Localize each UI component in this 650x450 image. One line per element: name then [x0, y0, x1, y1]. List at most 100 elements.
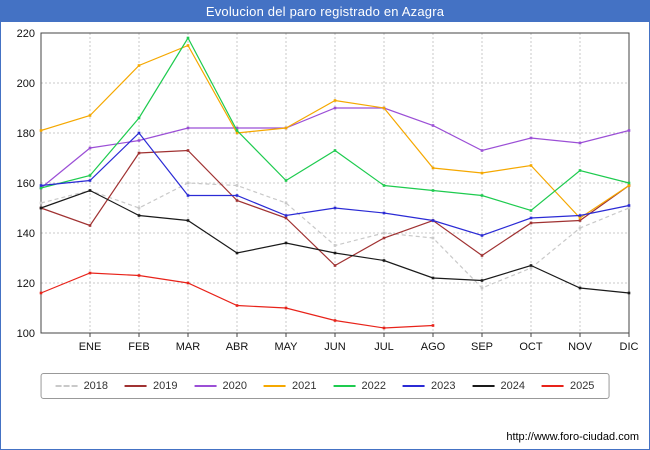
series-point: [39, 184, 43, 187]
legend-item-2022: 2022: [333, 380, 386, 392]
series-2022: [39, 36, 631, 212]
series-point: [88, 179, 92, 182]
series-2024: [39, 189, 631, 295]
x-tick-label: MAY: [274, 341, 298, 353]
legend-label-2021: 2021: [292, 380, 317, 392]
legend-swatch-2024: [472, 385, 495, 387]
series-point: [235, 126, 239, 130]
x-tick-label: NOV: [568, 341, 593, 353]
series-point: [578, 219, 582, 222]
series-point: [333, 149, 337, 152]
legend-item-2020: 2020: [194, 380, 248, 392]
series-point: [333, 106, 337, 110]
series-point: [39, 201, 43, 205]
series-point: [186, 281, 190, 285]
series-point: [431, 324, 435, 327]
series-point: [137, 274, 141, 277]
series-point: [480, 254, 484, 257]
series-point: [235, 199, 239, 202]
series-point: [627, 184, 631, 187]
series-point: [382, 236, 386, 240]
x-tick-label: AGO: [421, 341, 446, 353]
legend-item-2019: 2019: [125, 380, 178, 392]
series-point: [578, 286, 582, 290]
series-point: [235, 194, 239, 197]
series-point: [333, 319, 337, 322]
series-point: [235, 129, 239, 132]
legend-label-2019: 2019: [153, 380, 178, 392]
y-tick-label: 200: [17, 78, 35, 90]
series-point: [529, 266, 533, 270]
series-point: [186, 181, 190, 185]
series-point: [137, 131, 141, 135]
legend-swatch-2022: [333, 385, 356, 387]
series-point: [39, 291, 43, 295]
legend-swatch-2025: [541, 385, 564, 387]
series-2025: [39, 271, 435, 330]
series-point: [88, 114, 92, 117]
legend-item-2024: 2024: [472, 380, 525, 392]
series-point: [627, 291, 631, 295]
series-point: [186, 44, 190, 47]
legend-item-2021: 2021: [264, 380, 317, 392]
series-point: [480, 234, 484, 237]
series-point: [235, 184, 239, 187]
legend: 2018 2019 2020 2021 2022 2023 2024 2025: [40, 373, 610, 399]
legend-label-2018: 2018: [83, 380, 109, 392]
series-point: [39, 206, 43, 210]
series-point: [333, 251, 337, 255]
series-point: [529, 209, 533, 212]
series-point: [480, 149, 484, 152]
series-line-2022: [40, 36, 630, 212]
series-point: [137, 139, 141, 142]
series-point: [578, 216, 582, 220]
legend-item-2023: 2023: [402, 380, 456, 392]
series-point: [431, 166, 435, 170]
series-point: [186, 126, 190, 130]
series-point: [578, 214, 582, 217]
series-point: [529, 136, 533, 140]
series-point: [480, 286, 484, 290]
legend-label-2022: 2022: [361, 380, 386, 392]
series-point: [333, 244, 337, 247]
legend-label-2023: 2023: [430, 380, 456, 392]
series-point: [578, 226, 582, 230]
series-point: [431, 236, 435, 240]
y-tick-label: 160: [17, 178, 35, 190]
line-chart: 100 120 140 160 180 200 220 ENE FEB MAR ABR MAY JUN J…: [17, 28, 639, 353]
series-point: [88, 189, 92, 192]
series-point: [382, 231, 386, 235]
series-point: [284, 201, 288, 205]
series-point: [578, 141, 582, 145]
series-point: [529, 216, 533, 220]
legend-swatch-2020: [194, 385, 217, 387]
series-point: [186, 219, 190, 222]
y-tick-label: 140: [17, 228, 35, 240]
legend-swatch-2019: [125, 385, 148, 387]
page-title: Evolucion del paro registrado en Azagra: [1, 1, 649, 22]
series-line-2023: [40, 132, 630, 237]
x-tick-label: JUN: [324, 341, 345, 353]
legend-swatch-2021: [264, 385, 287, 387]
series-point: [627, 129, 631, 132]
series-point: [431, 219, 435, 222]
series-point: [235, 304, 239, 307]
legend-item-2018: 2018: [55, 380, 109, 392]
series-point: [186, 194, 190, 197]
series-point: [39, 129, 43, 132]
series-point: [431, 276, 435, 280]
legend-label-2020: 2020: [222, 380, 248, 392]
series-point: [627, 206, 631, 210]
legend-swatch-2023: [402, 385, 425, 387]
x-tick-label: MAR: [176, 341, 201, 353]
series-point: [382, 259, 386, 262]
series-point: [186, 36, 190, 40]
footer-link[interactable]: http://www.foro-ciudad.com: [506, 431, 639, 443]
x-tick-label: JUL: [374, 341, 394, 353]
series-point: [627, 181, 631, 185]
series-point: [186, 149, 190, 152]
series-point: [529, 164, 533, 167]
x-tick-label: OCT: [519, 341, 543, 353]
legend-label-2024: 2024: [500, 380, 525, 392]
